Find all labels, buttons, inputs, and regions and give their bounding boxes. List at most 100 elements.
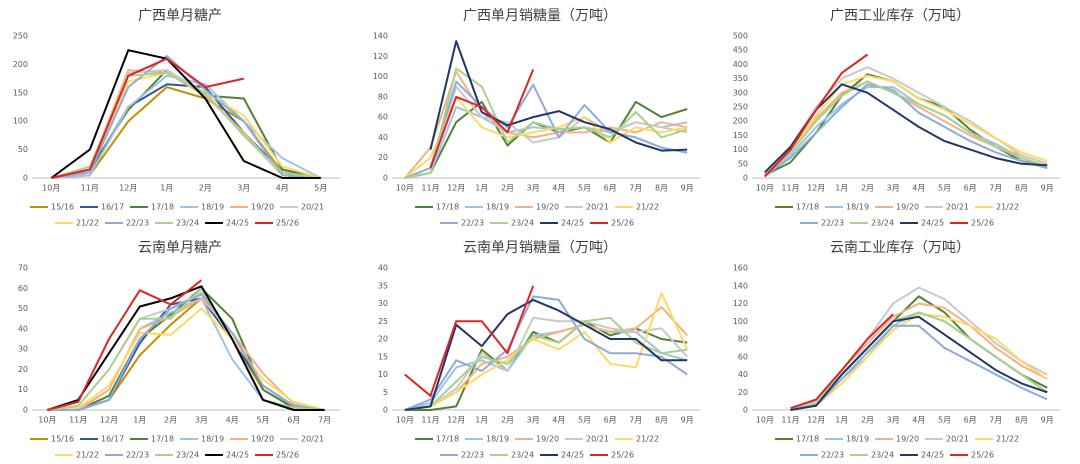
series-line	[47, 297, 325, 411]
y-tick-label: 250	[733, 103, 748, 112]
legend-label: 17/18	[436, 435, 459, 444]
series-line	[404, 320, 688, 411]
series-line	[404, 316, 688, 411]
series-line	[404, 323, 688, 411]
y-tick-label: 200	[13, 60, 28, 69]
legend-label: 21/22	[76, 451, 99, 460]
x-tick-label: 5月	[578, 184, 591, 193]
y-tick-label: 40	[378, 133, 388, 142]
y-tick-label: 0	[743, 406, 748, 415]
legend-label: 21/22	[996, 435, 1019, 444]
legend-label: 17/18	[436, 203, 459, 212]
x-tick-label: 3月	[237, 184, 250, 193]
series-line	[404, 298, 688, 411]
x-tick-label: 9月	[681, 416, 694, 425]
series-line	[47, 293, 325, 411]
x-tick-label: 2月	[861, 416, 874, 425]
y-tick-label: 10	[18, 385, 28, 394]
legend-label: 21/22	[636, 203, 659, 212]
x-tick-label: 3月	[887, 184, 900, 193]
y-tick-label: 50	[18, 145, 28, 154]
y-tick-label: 0	[23, 406, 28, 415]
legend-label: 19/20	[896, 203, 919, 212]
x-tick-label: 5月	[938, 184, 951, 193]
series-line	[404, 291, 689, 411]
series-line	[51, 74, 322, 179]
legend-label: 19/20	[251, 435, 274, 444]
x-tick-label: 2月	[501, 416, 514, 425]
x-tick-label: 6月	[964, 184, 977, 193]
x-tick-label: 12月	[447, 184, 465, 193]
legend-label: 19/20	[896, 435, 919, 444]
y-tick-label: 160	[733, 264, 748, 273]
y-tick-label: 40	[378, 264, 388, 273]
legend-label: 18/19	[486, 435, 509, 444]
x-tick-label: 11月	[69, 416, 87, 425]
legend-label: 23/24	[176, 219, 199, 228]
chart-title: 云南单月销糖量（万吨）	[463, 240, 617, 256]
x-tick-label: 2月	[164, 416, 177, 425]
y-tick-label: 0	[383, 174, 388, 183]
chart-title: 广西单月销糖量（万吨）	[463, 8, 617, 24]
legend-label: 22/23	[821, 451, 844, 460]
x-tick-label: 12月	[447, 416, 465, 425]
legend-label: 22/23	[461, 219, 484, 228]
chart-title: 广西单月糖产	[138, 8, 222, 24]
legend-label: 21/22	[76, 219, 99, 228]
legend-label: 22/23	[461, 451, 484, 460]
y-tick-label: 35	[378, 281, 388, 290]
legend-label: 20/21	[586, 435, 609, 444]
legend-label: 24/25	[561, 219, 584, 228]
x-tick-label: 1月	[835, 416, 848, 425]
y-tick-label: 25	[378, 317, 388, 326]
x-tick-label: 11月	[421, 184, 439, 193]
legend-label: 18/19	[846, 203, 869, 212]
x-tick-label: 4月	[226, 416, 239, 425]
legend-label: 19/20	[536, 203, 559, 212]
legend-label: 22/23	[126, 219, 149, 228]
legend-label: 23/24	[511, 451, 534, 460]
x-tick-label: 3月	[527, 184, 540, 193]
x-tick-label: 5月	[256, 416, 269, 425]
legend-label: 24/25	[921, 219, 944, 228]
legend-label: 25/26	[971, 451, 994, 460]
y-tick-label: 10	[378, 370, 388, 379]
series-line	[790, 315, 1048, 411]
y-tick-label: 150	[733, 131, 748, 140]
x-tick-label: 6月	[287, 416, 300, 425]
series-line	[47, 307, 325, 411]
series-line	[764, 83, 1048, 177]
x-tick-label: 10月	[396, 184, 414, 193]
legend-label: 16/17	[101, 435, 124, 444]
y-tick-label: 20	[18, 365, 28, 374]
series-line	[790, 324, 1048, 411]
y-tick-label: 20	[378, 335, 388, 344]
y-tick-label: 40	[18, 324, 28, 333]
y-tick-label: 350	[733, 74, 748, 83]
legend-label: 25/26	[971, 219, 994, 228]
x-tick-label: 1月	[475, 416, 488, 425]
legend-label: 20/21	[301, 203, 324, 212]
y-tick-label: 80	[378, 92, 388, 101]
series-line	[764, 66, 1048, 174]
x-tick-label: 6月	[964, 416, 977, 425]
y-tick-label: 5	[383, 388, 388, 397]
y-tick-label: 100	[733, 317, 748, 326]
legend-label: 20/21	[586, 203, 609, 212]
y-tick-label: 500	[733, 32, 748, 41]
legend-label: 25/26	[276, 219, 299, 228]
y-tick-label: 0	[383, 406, 388, 415]
x-tick-label: 10月	[38, 416, 56, 425]
y-tick-label: 100	[373, 72, 388, 81]
x-tick-label: 4月	[552, 184, 565, 193]
series-line	[764, 74, 1048, 176]
x-tick-label: 2月	[199, 184, 212, 193]
y-tick-label: 120	[733, 299, 748, 308]
x-tick-label: 2月	[861, 184, 874, 193]
y-tick-label: 450	[733, 46, 748, 55]
series-line	[764, 80, 1048, 176]
x-tick-label: 6月	[604, 416, 617, 425]
y-tick-label: 100	[13, 117, 28, 126]
legend-label: 17/18	[796, 203, 819, 212]
y-tick-label: 30	[18, 345, 28, 354]
